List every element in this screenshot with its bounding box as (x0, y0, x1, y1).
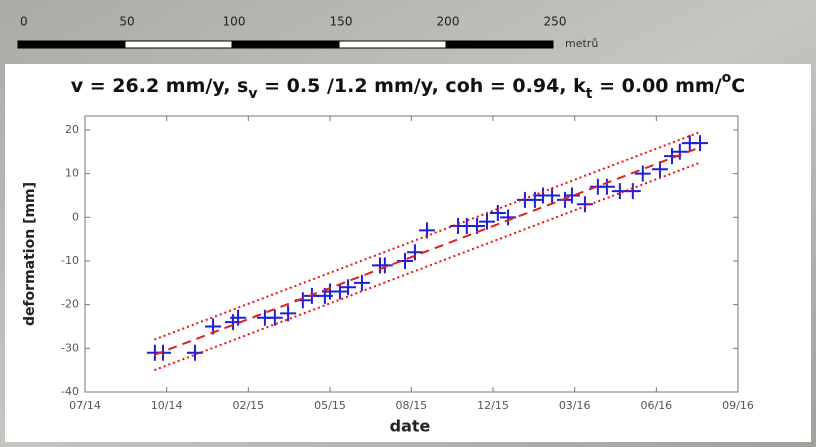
trend-line (153, 146, 701, 356)
x-tick-label: 03/16 (559, 399, 591, 412)
data-point (544, 187, 561, 204)
x-tick-label: 10/14 (151, 399, 183, 412)
scale-label: 250 (544, 15, 567, 29)
data-point (406, 244, 423, 261)
data-point (186, 344, 203, 361)
y-tick-label: 0 (72, 210, 79, 223)
scale-unit: metrů (565, 37, 598, 50)
y-tick-label: -20 (61, 298, 79, 311)
y-tick-label: -40 (61, 385, 79, 398)
data-point (230, 309, 247, 326)
x-tick-label: 06/16 (640, 399, 672, 412)
data-point (266, 309, 283, 326)
scale-segment (124, 40, 233, 49)
data-point (331, 283, 348, 300)
chart-title: v = 26.2 mm/y, sv = 0.5 /1.2 mm/y, coh =… (71, 70, 746, 102)
scale-label: 200 (437, 15, 460, 29)
x-tick-label: 02/15 (232, 399, 264, 412)
scale-label: 100 (223, 15, 246, 29)
x-tick-label: 07/14 (69, 399, 101, 412)
y-tick-label: 10 (65, 167, 79, 180)
data-point (500, 209, 517, 226)
y-tick-label: -30 (61, 341, 79, 354)
title-part: = 0.5 /1.2 mm/y, coh = 0.94, k (258, 75, 587, 97)
data-point (478, 213, 495, 230)
data-point (353, 274, 370, 291)
y-axis-label: deformation [mm] (22, 182, 38, 326)
x-tick-label: 09/16 (722, 399, 754, 412)
scale-segment (231, 40, 340, 49)
data-point (376, 257, 393, 274)
scale-segment (338, 40, 447, 49)
x-tick-label: 05/15 (314, 399, 346, 412)
data-point (489, 204, 506, 221)
x-tick-label: 12/15 (477, 399, 509, 412)
title-part: v (248, 86, 257, 102)
scale-label: 50 (119, 15, 134, 29)
x-axis-label: date (390, 417, 431, 436)
data-point (340, 279, 357, 296)
plot-area (84, 115, 739, 393)
scale-label: 150 (330, 15, 353, 29)
data-point (598, 178, 615, 195)
y-tick-label: 20 (65, 123, 79, 136)
bound-line (153, 131, 701, 341)
scale-segment (445, 40, 554, 49)
title-part: C (731, 75, 745, 97)
x-tick-label: 08/15 (395, 399, 427, 412)
data-point (563, 187, 580, 204)
data-point (526, 191, 543, 208)
data-point (651, 161, 668, 178)
bound-line (153, 161, 701, 372)
data-point (280, 305, 297, 322)
title-part: o (722, 70, 732, 86)
title-part: t (586, 86, 593, 102)
data-point (634, 165, 651, 182)
title-part: = 0.00 mm/ (592, 75, 721, 97)
title-part: v = 26.2 mm/y, s (71, 75, 249, 97)
y-tick-label: -10 (61, 254, 79, 267)
data-point (671, 143, 688, 160)
scale-label: 0 (20, 15, 28, 29)
scale-segment (17, 40, 126, 49)
data-point (692, 135, 709, 152)
